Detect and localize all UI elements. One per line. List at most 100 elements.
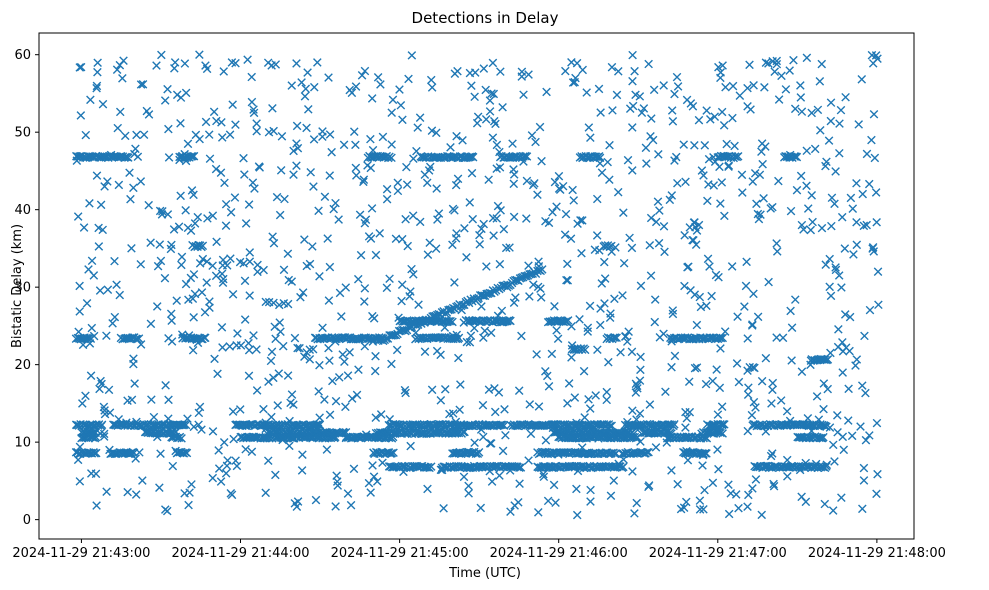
detection-marker	[757, 376, 767, 386]
detection-marker	[467, 168, 477, 178]
detection-marker	[517, 67, 527, 77]
detection-marker	[649, 85, 659, 95]
detection-marker	[322, 445, 332, 454]
detection-marker	[324, 343, 333, 353]
detection-marker	[434, 209, 444, 218]
detection-marker	[202, 278, 211, 287]
detection-marker	[382, 184, 392, 194]
detection-marker	[414, 300, 423, 309]
detection-marker	[737, 170, 747, 180]
detection-marker	[453, 174, 463, 184]
detection-marker	[334, 372, 344, 382]
detection-marker	[710, 157, 720, 167]
detection-marker	[239, 153, 248, 163]
detection-marker	[660, 247, 669, 257]
detection-marker	[740, 302, 749, 311]
detection-marker	[509, 298, 519, 308]
detection-marker	[134, 334, 144, 343]
detection-marker	[639, 104, 649, 113]
detection-marker	[767, 399, 776, 408]
detection-marker	[204, 130, 214, 139]
detection-marker	[653, 197, 663, 206]
detection-marker	[735, 91, 745, 100]
detection-marker	[484, 175, 493, 185]
detection-marker	[230, 193, 240, 202]
detection-marker	[422, 178, 432, 188]
detection-marker	[605, 421, 615, 431]
detection-marker	[274, 300, 284, 310]
detection-marker	[231, 120, 240, 129]
detection-marker	[434, 427, 444, 436]
detection-marker	[862, 149, 872, 159]
detection-marker	[561, 66, 570, 76]
detection-marker	[710, 112, 720, 121]
detection-marker	[208, 211, 218, 221]
detection-marker	[564, 379, 574, 388]
detection-marker	[830, 199, 839, 209]
detection-marker	[566, 234, 576, 243]
detection-marker	[579, 366, 589, 376]
detection-marker	[568, 185, 577, 195]
detection-marker	[457, 305, 466, 315]
detection-marker	[659, 329, 668, 339]
detection-marker	[619, 455, 628, 464]
detection-marker	[821, 260, 831, 269]
detection-marker	[241, 219, 251, 228]
detection-marker	[465, 338, 475, 347]
detection-marker	[743, 426, 753, 436]
detection-marker	[682, 446, 691, 456]
detection-marker	[730, 152, 740, 161]
y-tick-label: 20	[14, 358, 31, 373]
detection-marker	[571, 423, 580, 432]
detection-marker	[92, 171, 102, 180]
detection-marker	[619, 258, 629, 268]
detection-marker	[366, 163, 376, 173]
detection-marker	[839, 445, 849, 455]
detection-marker	[571, 73, 580, 83]
detection-marker	[724, 509, 734, 519]
detection-marker	[306, 167, 316, 177]
detection-marker	[548, 207, 557, 217]
detection-marker	[495, 147, 504, 157]
detection-marker	[488, 213, 498, 223]
detection-marker	[776, 396, 786, 405]
detection-marker	[144, 200, 154, 210]
detection-marker	[844, 384, 853, 394]
detection-marker	[387, 153, 396, 163]
detection-marker	[642, 159, 651, 168]
detection-marker	[536, 284, 545, 293]
detection-marker	[689, 236, 698, 245]
detection-marker	[741, 281, 751, 291]
detection-marker	[595, 320, 605, 330]
detection-marker	[592, 231, 602, 240]
detection-marker	[862, 220, 871, 230]
detection-marker	[596, 304, 605, 313]
detection-marker	[240, 170, 249, 179]
detection-marker	[130, 149, 139, 159]
detection-marker	[164, 395, 173, 405]
detection-marker	[440, 384, 450, 394]
detection-marker	[583, 327, 593, 336]
detection-marker	[528, 280, 538, 289]
detection-marker	[125, 168, 134, 178]
detection-marker	[766, 451, 776, 461]
detection-marker	[542, 371, 552, 381]
detection-marker	[491, 119, 500, 129]
detection-marker	[661, 387, 670, 397]
detection-marker	[785, 150, 795, 160]
detection-marker	[577, 248, 586, 258]
detection-marker	[450, 206, 459, 215]
detection-marker	[155, 206, 165, 216]
detection-marker	[702, 301, 711, 311]
detection-marker	[806, 360, 815, 370]
detection-marker	[584, 395, 593, 404]
detection-marker	[426, 462, 436, 471]
detection-marker	[872, 489, 881, 499]
detection-marker	[192, 335, 202, 345]
detection-marker	[698, 450, 708, 460]
detection-marker	[715, 383, 725, 393]
detection-marker	[245, 248, 255, 257]
detection-marker	[160, 96, 170, 105]
detection-marker	[167, 337, 177, 346]
detection-marker	[820, 355, 830, 365]
